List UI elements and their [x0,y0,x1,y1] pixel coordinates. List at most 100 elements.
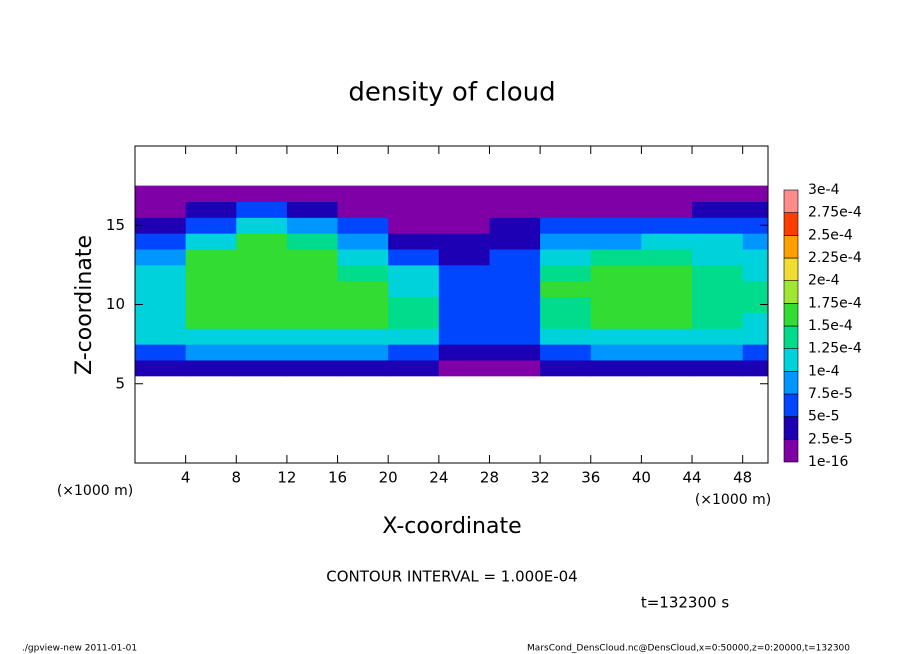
colorbar-label: 2.75e-4 [808,205,862,221]
heat-cell [236,280,288,298]
colorbar-label: 7.5e-5 [808,386,853,402]
heat-cell [135,217,187,234]
heat-cell [185,359,237,377]
heat-cell [489,249,541,266]
heat-cell [388,328,440,345]
heat-cell [286,312,339,329]
heat-cell [641,249,693,266]
heat-cell [590,280,642,298]
colorbar-label: 2.25e-4 [808,250,862,266]
heat-cell [489,344,541,361]
heat-cell [236,233,288,250]
heat-cell [388,264,440,282]
heat-cell [438,296,490,313]
heat-cell [540,201,592,218]
heat-cell [489,264,541,282]
heat-cell [590,249,642,266]
x-tick-label: 48 [733,469,752,487]
heat-cell [641,201,693,218]
chart-title: density of cloud [348,78,555,108]
heat-cell [236,249,288,266]
heat-cell [438,217,490,234]
heat-cell [540,249,592,266]
x-tick-label: 24 [429,469,448,487]
heat-cell [337,280,389,298]
heat-cell [337,296,389,313]
heat-cell [489,233,541,250]
heat-cell [489,280,541,298]
heat-cell [692,328,744,345]
heat-cell [438,185,490,202]
heat-cell [236,312,288,329]
colorbar-box [783,212,799,236]
heat-cell [438,359,490,377]
heat-cell [236,296,288,313]
y-tick-label: 10 [106,295,125,313]
heat-cell [742,185,768,202]
heat-cell [742,312,768,329]
x-unit-left: (×1000 m) [57,483,133,499]
heat-cell [337,359,389,377]
heat-cell [185,185,237,202]
x-tick-label: 20 [379,469,398,487]
heat-cell [286,217,339,234]
heat-cell [540,264,592,282]
heat-cell [286,185,339,202]
heat-cell [438,328,490,345]
heat-cell [337,264,389,282]
heat-cell [489,359,541,377]
contour-interval: CONTOUR INTERVAL = 1.000E-04 [326,568,577,586]
heat-cell [185,344,237,361]
colorbar-label: 2.5e-5 [808,431,853,447]
colorbar-box [783,257,799,281]
heat-cell [641,217,693,234]
x-tick-label: 16 [328,469,347,487]
heat-cell [590,217,642,234]
heat-cell [742,344,768,361]
heat-cell [489,312,541,329]
heat-cell [641,359,693,377]
colorbar-label: 1e-4 [808,363,840,379]
heat-cell [641,185,693,202]
heat-cell [135,296,187,313]
colorbar-box [783,371,799,395]
heat-cell [641,233,693,250]
colorbar-box [783,235,799,259]
heat-cell [388,344,440,361]
heat-cell [135,312,187,329]
heat-cell [388,217,440,234]
heat-cell [135,185,187,202]
colorbar-label: 2e-4 [808,273,840,289]
heat-cell [742,359,768,377]
heat-cell [540,233,592,250]
y-tick-label: 15 [106,216,125,234]
heat-cell [286,249,339,266]
heat-cell [489,217,541,234]
heat-cell [692,344,744,361]
heat-cell [590,233,642,250]
heat-cell [692,312,744,329]
heat-cell [236,359,288,377]
x-tick-label: 28 [480,469,499,487]
x-tick-label: 12 [277,469,296,487]
heat-cell [590,359,642,377]
heat-cell [742,328,768,345]
heat-cell [388,280,440,298]
colorbar-box [783,439,799,463]
heat-cell [489,296,541,313]
colorbar-label: 1.25e-4 [808,341,862,357]
colorbar-label: 1e-16 [808,454,848,470]
heat-cell [337,312,389,329]
heat-cell [590,328,642,345]
heat-cell [438,233,490,250]
heat-cell [185,201,237,218]
heat-cell [641,296,693,313]
heat-cell [388,296,440,313]
heat-cell [337,344,389,361]
heat-cell [641,344,693,361]
heat-cell [692,233,744,250]
heat-cell [185,312,237,329]
footer-right: MarsCond_DensCloud.nc@DensCloud,x=0:5000… [527,644,850,654]
heat-cell [286,344,339,361]
heat-cell [337,217,389,234]
